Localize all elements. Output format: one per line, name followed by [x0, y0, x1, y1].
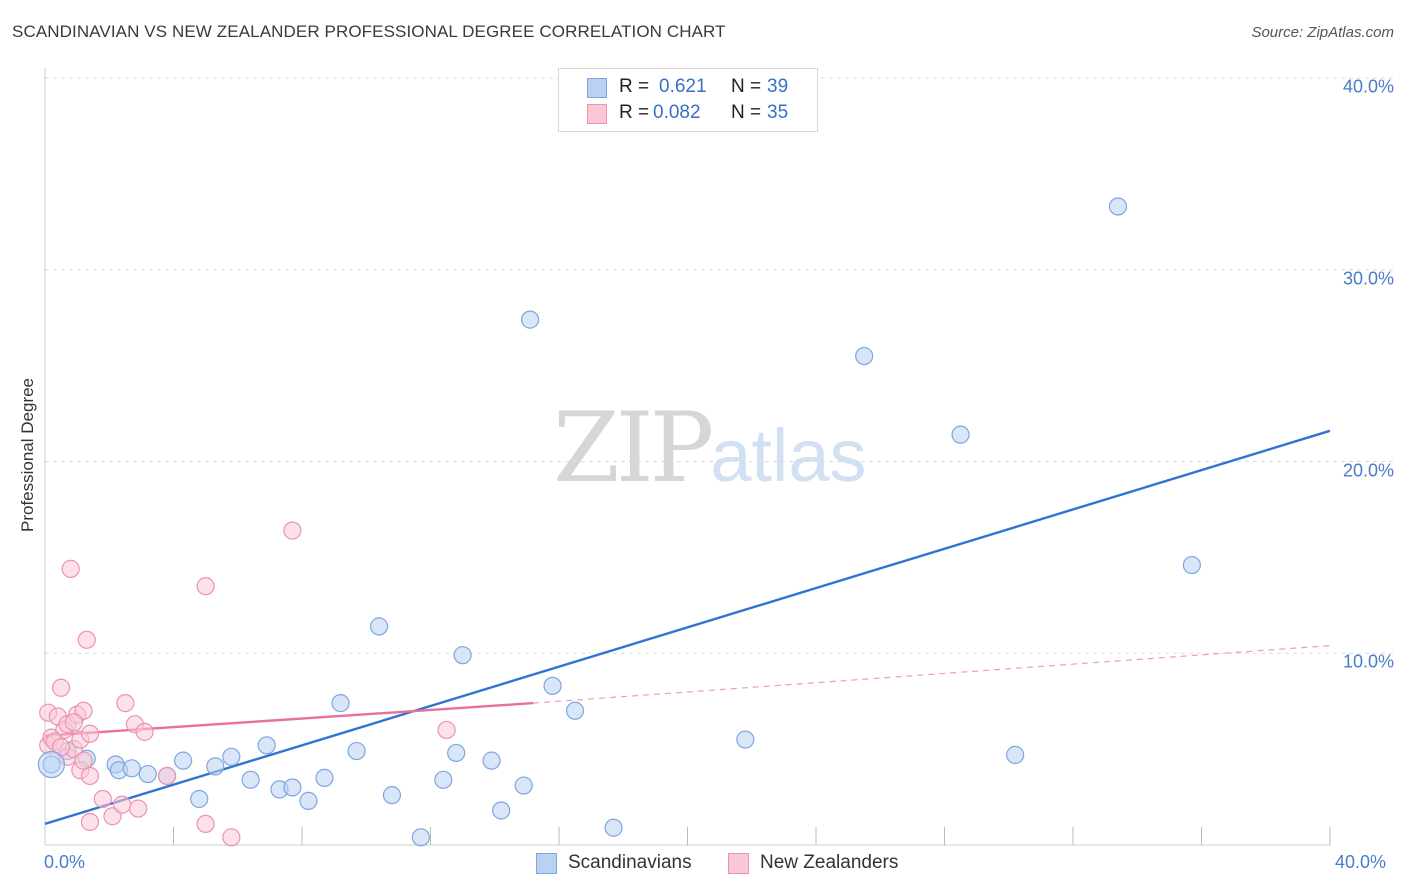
data-point-new-zealanders [222, 828, 241, 847]
data-point-new-zealanders [61, 559, 80, 578]
y-tick-label: 40.0% [1342, 76, 1394, 97]
data-point-new-zealanders [80, 724, 100, 743]
points-layer [37, 197, 1201, 847]
bottom-legend-label: Scandinavians [568, 852, 692, 873]
data-point-scandinavians [514, 776, 533, 795]
y-tick-label: 10.0% [1342, 651, 1394, 672]
bottom-legend-label: New Zealanders [760, 852, 899, 873]
data-point-new-zealanders [196, 814, 215, 834]
data-point-scandinavians [190, 789, 209, 809]
watermark-zip: ZIP [553, 392, 714, 504]
data-point-scandinavians [434, 770, 453, 789]
data-point-new-zealanders [135, 722, 154, 741]
legend-swatch-blue [587, 78, 607, 98]
data-point-scandinavians [382, 786, 402, 805]
data-point-scandinavians [604, 818, 623, 837]
y-tick-label: 20.0% [1342, 460, 1394, 480]
data-point-scandinavians [370, 617, 389, 636]
data-point-scandinavians [543, 676, 562, 695]
data-point-scandinavians [206, 757, 225, 776]
bottom-legend-swatch-pink [728, 853, 749, 874]
trend-extension-new-zealanders [533, 644, 1331, 704]
legend-n-value: 39 [767, 76, 789, 97]
data-point-scandinavians [222, 747, 241, 766]
bottom-legend-swatch-blue [536, 853, 557, 874]
data-point-scandinavians [315, 768, 334, 787]
data-point-scandinavians [257, 736, 276, 755]
data-point-scandinavians [174, 751, 193, 770]
data-point-new-zealanders [283, 521, 302, 540]
trend-line-new-zealanders [44, 701, 534, 737]
y-axis-label: Professional Degree [18, 377, 37, 533]
data-point-scandinavians [1182, 555, 1201, 575]
chart-title: SCANDINAVIAN VS NEW ZEALANDER PROFESSION… [12, 22, 726, 41]
data-point-scandinavians [283, 778, 302, 797]
data-point-scandinavians [492, 801, 511, 820]
data-point-scandinavians [1006, 745, 1025, 764]
legend-n-value: 35 [767, 102, 789, 123]
legend-n-label: N = [731, 102, 762, 123]
data-point-scandinavians [736, 730, 755, 749]
data-point-scandinavians [520, 310, 540, 329]
y-tick-label: 30.0% [1342, 268, 1394, 289]
data-point-new-zealanders [116, 694, 135, 713]
x-tick-label-max: 40.0% [1335, 852, 1387, 872]
legend-swatch-pink [587, 104, 607, 124]
source-label: Source: ZipAtlas.com [1251, 24, 1394, 41]
watermark-atlas: atlas [710, 414, 867, 497]
legend-n-label: N = [731, 76, 762, 97]
data-point-scandinavians [482, 751, 501, 770]
data-point-scandinavians [122, 759, 141, 778]
legend-r-label: R = [619, 76, 650, 97]
data-point-new-zealanders [437, 720, 456, 740]
watermark: ZIPatlas [553, 400, 867, 497]
data-point-scandinavians [331, 694, 350, 713]
data-point-cluster-scandinavians [37, 750, 66, 779]
data-point-scandinavians [138, 764, 157, 784]
data-point-scandinavians [347, 741, 366, 761]
data-point-scandinavians [241, 770, 260, 789]
data-point-new-zealanders [196, 577, 215, 596]
legend-r-label: R = [619, 102, 650, 123]
data-point-scandinavians [411, 828, 430, 847]
data-point-scandinavians [299, 791, 318, 810]
data-point-scandinavians [565, 701, 585, 720]
stats-legend: R = 0.621 N = 39 R = 0.082 N = 35 [558, 68, 818, 132]
x-tick-label-min: 0.0% [44, 852, 86, 872]
data-point-new-zealanders [112, 795, 132, 814]
data-point-new-zealanders [74, 751, 93, 770]
axis-layer [44, 68, 1331, 846]
legend-r-value: 0.082 [653, 102, 701, 123]
data-point-new-zealanders [51, 678, 71, 697]
data-point-scandinavians [951, 425, 970, 444]
data-point-new-zealanders [157, 766, 177, 786]
data-point-new-zealanders [77, 630, 96, 649]
data-point-new-zealanders [80, 812, 100, 832]
data-point-new-zealanders [80, 766, 100, 786]
trend-layer [44, 429, 1331, 826]
legend-r-value: 0.621 [659, 76, 707, 97]
data-point-scandinavians [447, 743, 466, 763]
data-point-new-zealanders [93, 789, 112, 809]
data-point-scandinavians [855, 346, 874, 366]
data-point-scandinavians [453, 646, 472, 665]
trend-line-scandinavians [44, 429, 1331, 826]
data-point-new-zealanders [64, 713, 84, 732]
data-point-scandinavians [1108, 197, 1128, 216]
data-point-new-zealanders [129, 799, 148, 818]
